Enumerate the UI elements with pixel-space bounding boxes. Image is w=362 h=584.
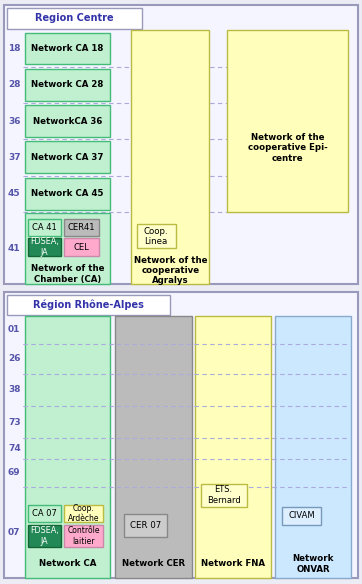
- FancyBboxPatch shape: [7, 8, 142, 29]
- Text: CER41: CER41: [68, 223, 96, 232]
- Text: CA 07: CA 07: [32, 509, 57, 518]
- FancyBboxPatch shape: [64, 238, 100, 256]
- FancyBboxPatch shape: [64, 505, 103, 522]
- Text: 69: 69: [8, 468, 21, 477]
- Text: Network CA 45: Network CA 45: [31, 189, 104, 198]
- FancyBboxPatch shape: [124, 514, 167, 537]
- Text: Network CA 37: Network CA 37: [31, 153, 104, 162]
- FancyBboxPatch shape: [28, 238, 62, 256]
- Text: FDSEA,
JA: FDSEA, JA: [30, 237, 59, 257]
- Text: ETS.
Bernard: ETS. Bernard: [207, 485, 240, 505]
- Text: Coop.
Ardèche: Coop. Ardèche: [68, 504, 99, 523]
- FancyBboxPatch shape: [25, 33, 110, 64]
- Text: Coop.
Linea: Coop. Linea: [144, 227, 168, 246]
- Text: 18: 18: [8, 44, 21, 53]
- FancyBboxPatch shape: [4, 5, 358, 284]
- FancyBboxPatch shape: [64, 525, 103, 547]
- FancyBboxPatch shape: [282, 506, 321, 525]
- Text: CEL: CEL: [74, 242, 89, 252]
- FancyBboxPatch shape: [137, 224, 176, 248]
- FancyBboxPatch shape: [201, 484, 247, 506]
- FancyBboxPatch shape: [28, 219, 62, 235]
- FancyBboxPatch shape: [131, 30, 209, 284]
- FancyBboxPatch shape: [275, 317, 351, 578]
- FancyBboxPatch shape: [115, 317, 191, 578]
- FancyBboxPatch shape: [28, 525, 62, 547]
- Text: Network CA 18: Network CA 18: [31, 44, 104, 53]
- Text: 73: 73: [8, 418, 21, 427]
- Text: NetworkCA 36: NetworkCA 36: [33, 117, 102, 126]
- FancyBboxPatch shape: [4, 292, 358, 578]
- FancyBboxPatch shape: [25, 317, 110, 578]
- Text: Région Rhône-Alpes: Région Rhône-Alpes: [33, 300, 144, 310]
- Text: Region Centre: Region Centre: [35, 13, 114, 23]
- Text: 07: 07: [8, 528, 21, 537]
- Text: 01: 01: [8, 325, 20, 334]
- FancyBboxPatch shape: [25, 213, 110, 284]
- Text: 26: 26: [8, 354, 21, 363]
- FancyBboxPatch shape: [227, 30, 348, 212]
- Text: 38: 38: [8, 385, 21, 394]
- FancyBboxPatch shape: [195, 317, 272, 578]
- Text: Network CA: Network CA: [39, 559, 96, 568]
- Text: 74: 74: [8, 444, 21, 453]
- Text: Network CA 28: Network CA 28: [31, 81, 104, 89]
- Text: Network FNA: Network FNA: [201, 559, 265, 568]
- Text: Network of the
cooperative Epi-
centre: Network of the cooperative Epi- centre: [248, 133, 327, 162]
- FancyBboxPatch shape: [25, 69, 110, 100]
- Text: 37: 37: [8, 153, 21, 162]
- Text: CER 07: CER 07: [130, 521, 161, 530]
- FancyBboxPatch shape: [25, 178, 110, 210]
- Text: Network CER: Network CER: [122, 559, 185, 568]
- Text: Network
ONVAR: Network ONVAR: [292, 554, 334, 573]
- Text: 28: 28: [8, 81, 21, 89]
- Text: CA 41: CA 41: [32, 223, 57, 232]
- Text: 41: 41: [8, 244, 21, 253]
- Text: Network of the
cooperative
Agralys: Network of the cooperative Agralys: [134, 256, 207, 286]
- Text: FDSEA,
JA: FDSEA, JA: [30, 526, 59, 545]
- Text: CIVAM: CIVAM: [288, 511, 315, 520]
- FancyBboxPatch shape: [25, 105, 110, 137]
- FancyBboxPatch shape: [64, 219, 100, 235]
- FancyBboxPatch shape: [28, 505, 62, 522]
- Text: Contrôle
laitier: Contrôle laitier: [67, 526, 100, 545]
- Text: Network of the
Chamber (CA): Network of the Chamber (CA): [31, 264, 104, 283]
- FancyBboxPatch shape: [7, 295, 171, 315]
- Text: 36: 36: [8, 117, 21, 126]
- Text: 45: 45: [8, 189, 21, 198]
- FancyBboxPatch shape: [25, 141, 110, 173]
